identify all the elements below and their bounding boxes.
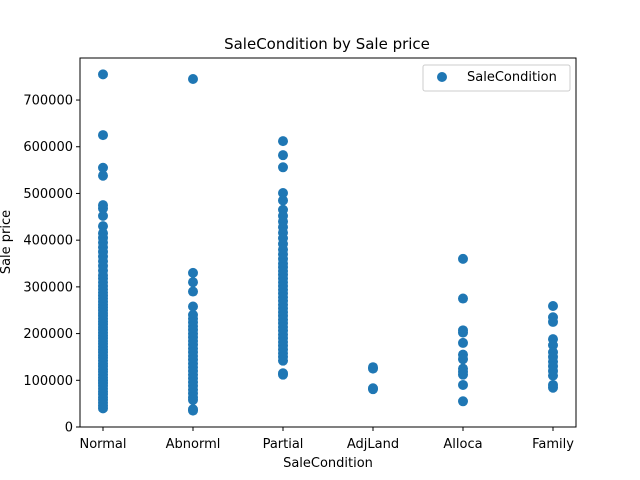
y-axis-label: Sale price [0,210,14,274]
scatter-point [548,301,558,312]
scatter-point [188,267,198,278]
scatter-point [458,379,468,390]
y-tick-label: 200000 [23,327,73,342]
y-tick-label: 500000 [23,187,73,202]
scatter-point [278,355,288,366]
chart-title: SaleCondition by Sale price [224,35,430,53]
scatter-point [278,162,288,173]
scatter-point [458,253,468,264]
scatter-point [278,136,288,147]
scatter-point [188,405,198,416]
scatter-point [98,170,108,181]
scatter-point [98,221,108,232]
legend-label: SaleCondition [467,70,557,85]
scatter-point [98,403,108,414]
scatter-point [98,210,108,221]
y-tick-label: 300000 [23,280,73,295]
y-tick-label: 700000 [23,94,73,109]
scatter-point [188,286,198,297]
legend-marker [437,72,447,82]
legend: SaleCondition [422,64,571,92]
plot-frame [79,57,577,428]
x-tick-label: Alloca [443,437,482,452]
scatter-point [98,69,108,80]
scatter-point [548,382,558,393]
scatter-point [458,369,468,380]
scatter-point [458,327,468,338]
x-axis-label: SaleCondition [283,456,373,471]
scatter-point [98,162,108,173]
scatter-point [188,394,198,405]
scatter-point [278,150,288,161]
scatter-point [548,370,558,381]
scatter-point [548,316,558,327]
scatter-point [98,130,108,141]
scatter-point [188,277,198,288]
scatter-point [278,187,288,198]
scatter-point [458,396,468,407]
scatter-point [188,301,198,312]
scatter-point [458,293,468,304]
scatter-point [458,337,468,348]
y-tick-label: 600000 [23,140,73,155]
x-tick-label: Family [532,437,574,452]
legend-box [422,64,571,92]
scatter-point [368,384,378,395]
y-tick-label: 0 [65,421,73,436]
x-tick-label: Abnorml [166,437,221,452]
x-axis: Normal Abnorml Partial AdjLand Alloca Family [79,427,574,452]
plot-area [80,58,576,427]
scatter-point [98,203,108,214]
scatter-point [278,195,288,206]
x-tick-label: Partial [263,437,304,452]
x-tick-label: Normal [79,437,126,452]
scatter-point [188,74,198,85]
data-points [98,69,558,416]
scatter-point [278,369,288,380]
y-tick-label: 100000 [23,374,73,389]
scatter-point [458,354,468,365]
scatter-point [368,363,378,374]
scatter-point [548,340,558,351]
y-axis: 0 100000 200000 300000 400000 500000 600000 700… [23,94,80,436]
y-tick-label: 400000 [23,234,73,249]
x-tick-label: AdjLand [347,437,399,452]
